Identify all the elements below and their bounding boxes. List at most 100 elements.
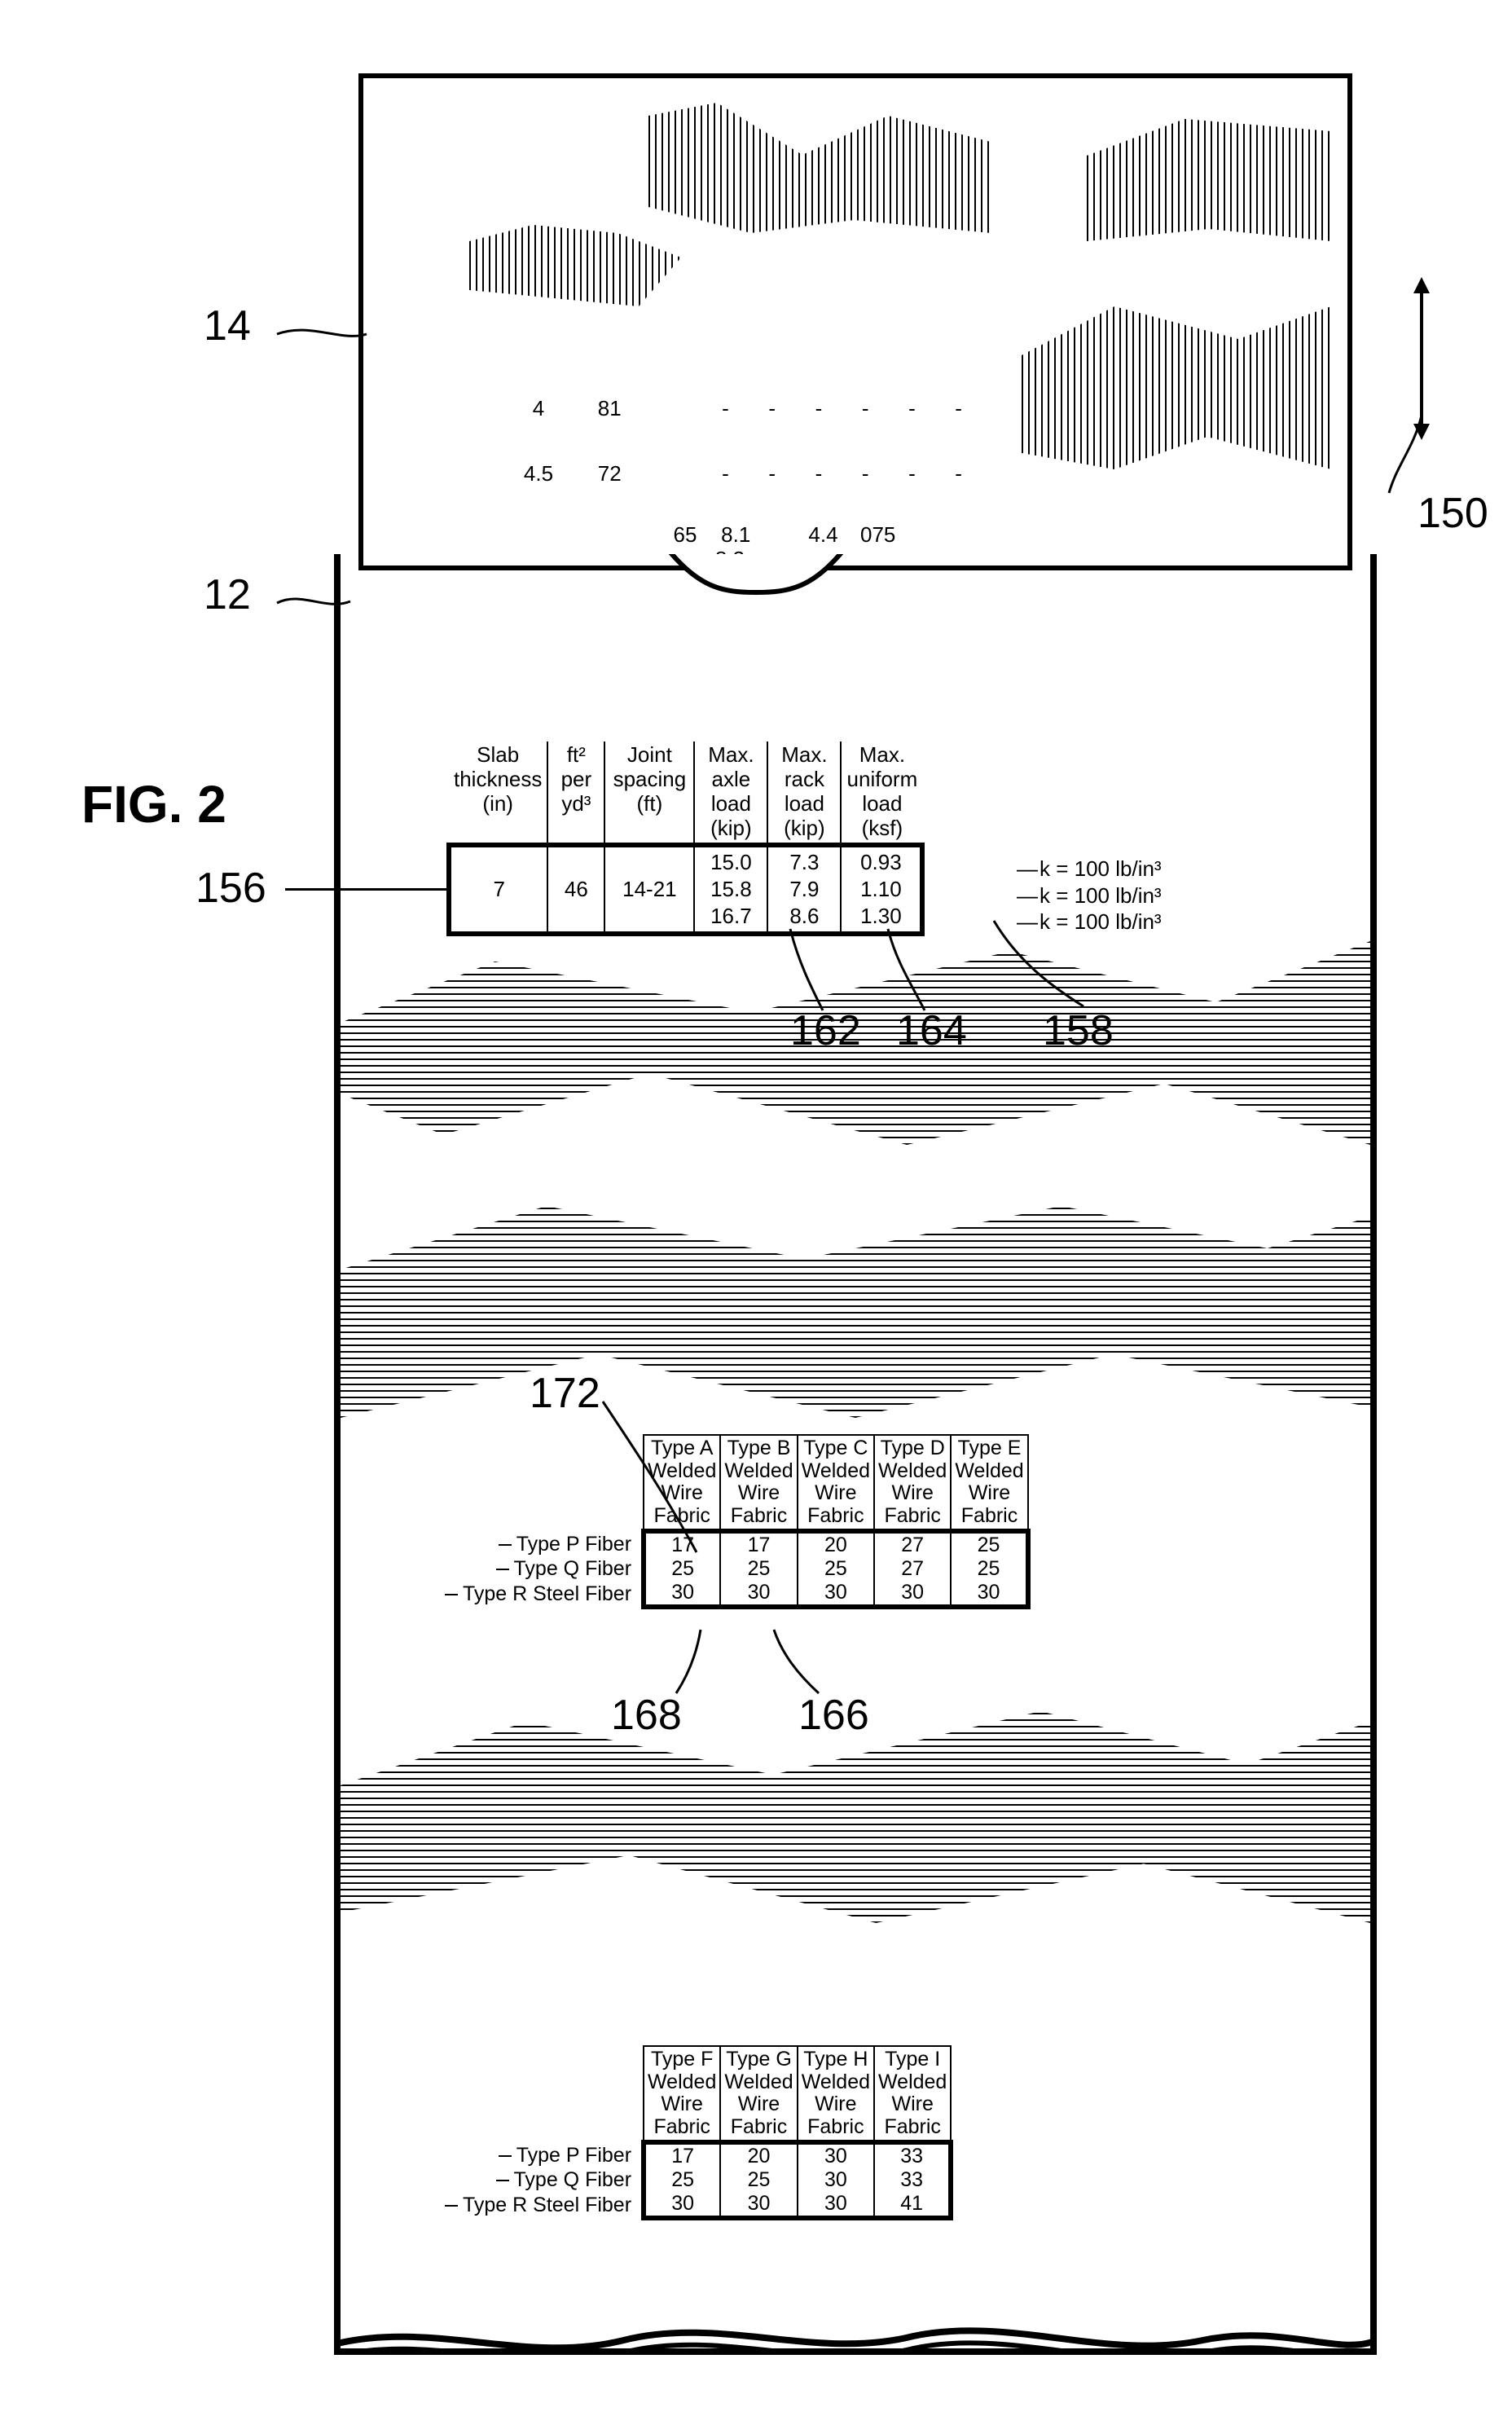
lh6a: Max. — [846, 743, 917, 768]
r2c8: - — [943, 461, 975, 486]
lh5b: rack — [773, 768, 835, 792]
dt1-r2-3: 30 — [874, 1581, 951, 1607]
r2c3: - — [701, 461, 749, 486]
hatch-upper-right — [1022, 306, 1331, 469]
r3e: 075 — [854, 522, 903, 548]
lr-ft2: 46 — [547, 845, 604, 935]
dt2-r1-1: 25 — [720, 2168, 797, 2192]
lh6b: uniform — [846, 768, 917, 792]
torn-edge — [334, 2316, 1377, 2355]
dt2-r2-lbl: Type R Steel Fiber — [438, 2192, 644, 2218]
r2c1: 4.5 — [510, 461, 567, 486]
r2c2: 72 — [573, 461, 646, 486]
hatch-band-3 — [341, 1711, 1370, 1923]
dt2-r0-3: 33 — [874, 2142, 951, 2168]
r2c4: - — [756, 461, 789, 486]
lower-frame: Slab thickness (in) ft² per yd³ Joint sp… — [334, 554, 1377, 2355]
k0: k = 100 lb/in³ — [1017, 856, 1162, 882]
lh1a: Slab — [454, 743, 542, 768]
r3a: 65 — [665, 522, 705, 548]
callout-158: 158 — [1043, 1006, 1114, 1055]
callout-150: 150 — [1418, 489, 1488, 538]
dt1-r1-1: 25 — [720, 1557, 797, 1581]
lr-axle-2: 16.7 — [700, 903, 762, 930]
dt1-h3: Type DWeldedWireFabric — [874, 1435, 951, 1531]
dt2-r1-0: 25 — [644, 2168, 720, 2192]
lead-162 — [782, 929, 847, 1010]
callout-168: 168 — [611, 1691, 682, 1740]
lr-axle-1: 15.8 — [700, 876, 762, 903]
callout-12: 12 — [204, 570, 251, 619]
hatch-upper-right-top — [1087, 119, 1331, 241]
r1c2: 81 — [573, 396, 646, 421]
k1: k = 100 lb/in³ — [1017, 882, 1162, 909]
lr-rack-2: 8.6 — [773, 903, 835, 930]
r2c6: - — [849, 461, 881, 486]
lead-172 — [603, 1402, 701, 1556]
load-table: Slab thickness (in) ft² per yd³ Joint sp… — [446, 742, 925, 936]
dt2-r1-3: 33 — [874, 2168, 951, 2192]
lh6: Max. uniform load (ksf) — [841, 742, 922, 845]
top-row-1: 4 81 - - - - - - — [510, 396, 975, 421]
lr-axle: 15.0 15.8 16.7 — [694, 845, 767, 935]
lead-156 — [285, 888, 448, 891]
callout-166: 166 — [798, 1691, 869, 1740]
dt1-r1-3: 27 — [874, 1557, 951, 1581]
top-row-2: 4.5 72 - - - - - - — [510, 461, 975, 486]
lh2a: ft² — [553, 743, 599, 768]
lr-uniform-1: 1.10 — [846, 876, 915, 903]
dosage-table-1: Type AWeldedWireFabric Type BWeldedWireF… — [438, 1434, 1031, 1609]
lh1b: thickness — [454, 768, 542, 792]
lr-rack-1: 7.9 — [773, 876, 835, 903]
lr-rack: 7.3 7.9 8.6 — [767, 845, 841, 935]
lh1: Slab thickness (in) — [449, 742, 547, 845]
dt1-r1-4: 25 — [951, 1557, 1027, 1581]
dt1-h4: Type EWeldedWireFabric — [951, 1435, 1027, 1531]
dt1-r2-0: 30 — [644, 1581, 720, 1607]
lh2c: yd³ — [553, 792, 599, 816]
hatch-upper-left — [648, 103, 991, 233]
hatch-band-2 — [341, 1206, 1370, 1418]
r1c3: - — [701, 396, 749, 421]
dt2-r0: Type P Fiber 17 20 30 33 — [438, 2142, 951, 2168]
dt2-r1-lbl: Type Q Fiber — [438, 2168, 644, 2192]
lh3b: spacing — [610, 768, 688, 792]
r3d: 4.4 — [798, 522, 847, 548]
dt2-h0: Type FWeldedWireFabric — [644, 2046, 720, 2142]
dt1-r0-2: 20 — [798, 1531, 874, 1557]
dt2-r1-2: 30 — [798, 2168, 874, 2192]
dt1-r0: Type P Fiber 17 17 20 27 25 — [438, 1531, 1028, 1557]
dt2-blank — [438, 2046, 644, 2142]
dt2-h2: Type HWeldedWireFabric — [798, 2046, 874, 2142]
dt2-h3: Type IWeldedWireFabric — [874, 2046, 951, 2142]
hatch-upper-left2 — [469, 225, 681, 306]
lh4a: Max. — [700, 743, 762, 768]
lh3a: Joint — [610, 743, 688, 768]
dt2-r2-1: 30 — [720, 2192, 797, 2218]
figure-page: FIG. 2 4 81 - - - - - - 4.5 72 - - - - -… — [33, 33, 1479, 2383]
dt2-h1: Type GWeldedWireFabric — [720, 2046, 797, 2142]
callout-164: 164 — [896, 1006, 967, 1055]
lh4: Max. axle load (kip) — [694, 742, 767, 845]
dt1-r2-2: 30 — [798, 1581, 874, 1607]
upper-slide-frame: 4 81 - - - - - - 4.5 72 - - - - - - 65 8… — [358, 73, 1352, 570]
dt2-r1: Type Q Fiber 25 25 30 33 — [438, 2168, 951, 2192]
lh2b: per — [553, 768, 599, 792]
dt1-r0-3: 27 — [874, 1531, 951, 1557]
dt1-r1-2: 25 — [798, 1557, 874, 1581]
dt1-r2-4: 30 — [951, 1581, 1027, 1607]
lh6d: (ksf) — [846, 816, 917, 841]
lr-slab: 7 — [449, 845, 547, 935]
lh4b: axle — [700, 768, 762, 792]
r1c4: - — [756, 396, 789, 421]
dt2-r2: Type R Steel Fiber 30 30 30 41 — [438, 2192, 951, 2218]
dt1-r2-1: 30 — [720, 1581, 797, 1607]
lead-166 — [766, 1630, 831, 1695]
top-notch — [666, 554, 846, 596]
r1c7: - — [887, 396, 936, 421]
dt2-r2-2: 30 — [798, 2192, 874, 2218]
dt2-r2-0: 30 — [644, 2192, 720, 2218]
lead-14 — [277, 318, 367, 350]
dt2-r0-lbl: Type P Fiber — [438, 2142, 644, 2168]
r2c5: - — [794, 461, 843, 486]
